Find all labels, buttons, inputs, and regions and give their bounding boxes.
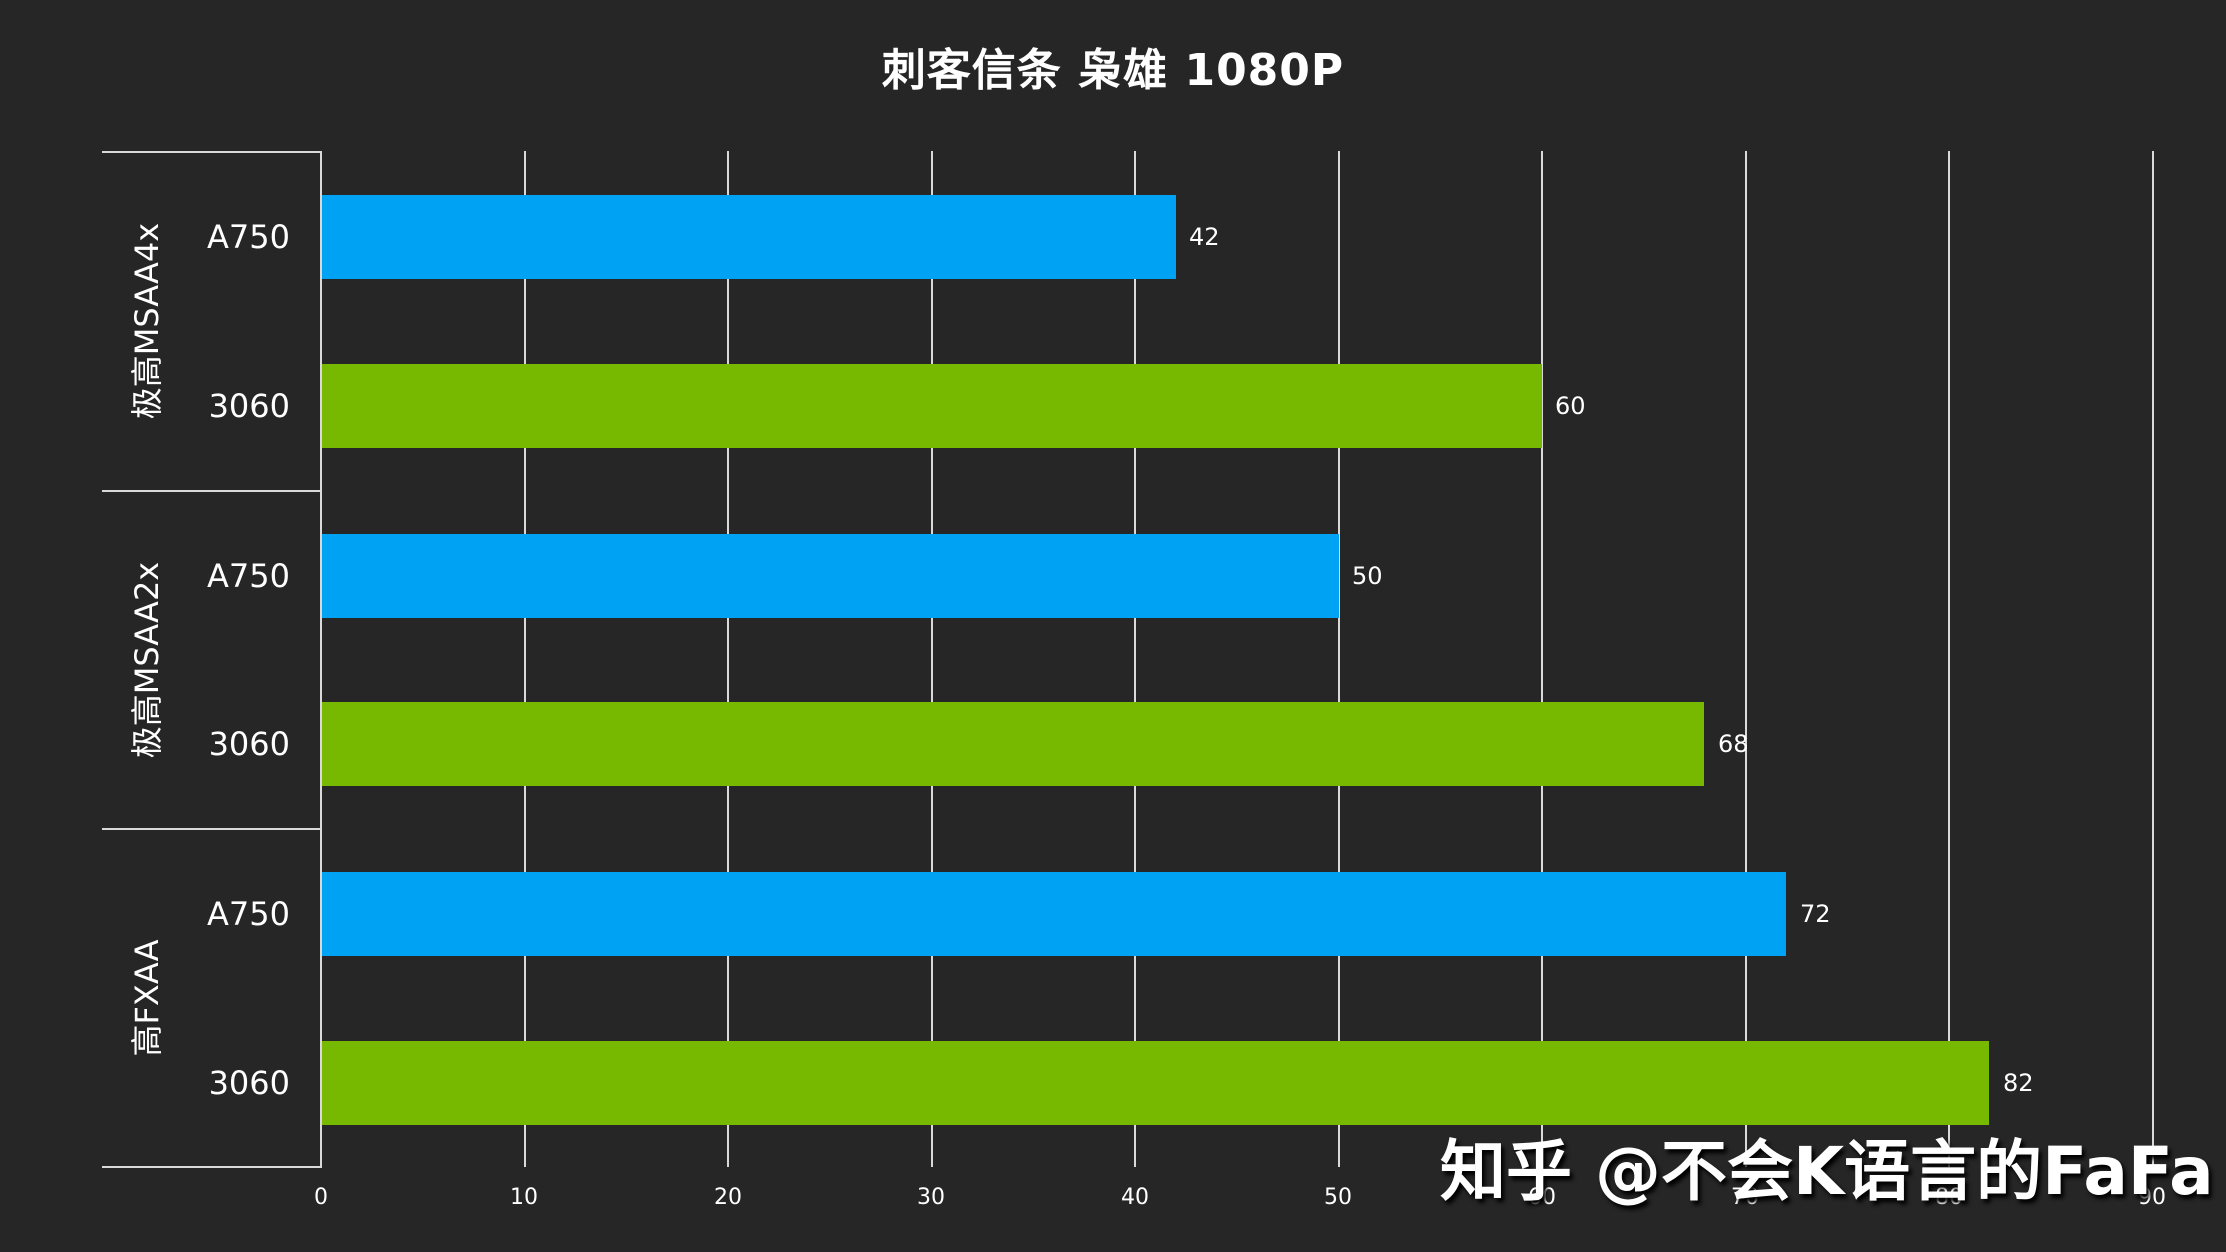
x-tick: 50: [1324, 1185, 1352, 1210]
watermark: 知乎 @不会K语言的FaFa: [1440, 1133, 2214, 1210]
category-label-3060: 3060: [208, 1064, 290, 1102]
gridline-70: [1745, 151, 1747, 1167]
bar-3060-msaa2x: [322, 702, 1704, 786]
x-tick: 60: [1528, 1185, 1556, 1210]
x-tick: 40: [1121, 1185, 1149, 1210]
gridline-20: [727, 151, 729, 1167]
x-tick: 80: [1935, 1185, 1963, 1210]
x-tick: 90: [2138, 1185, 2166, 1210]
y-axis-line: [320, 151, 322, 1168]
gridline-60: [1541, 151, 1543, 1167]
category-label-3060: 3060: [208, 387, 290, 425]
value-label: 72: [1800, 900, 1831, 928]
x-tick: 30: [917, 1185, 945, 1210]
group-separator-top: [102, 151, 322, 153]
gridline-40: [1134, 151, 1136, 1167]
gridline-30: [931, 151, 933, 1167]
x-tick: 70: [1731, 1185, 1759, 1210]
bar-a750-msaa2x: [322, 534, 1339, 618]
group-separator-bottom: [102, 1166, 322, 1168]
x-tick: 10: [510, 1185, 538, 1210]
bar-a750-msaa4x: [322, 195, 1176, 279]
chart-title: 刺客信条 枭雄 1080P: [881, 45, 1345, 96]
category-label-a750: A750: [207, 895, 290, 933]
value-label: 50: [1352, 562, 1383, 590]
value-label: 68: [1718, 730, 1749, 758]
group-separator-2: [102, 828, 322, 830]
gridline-90: [2152, 151, 2154, 1167]
value-label: 42: [1189, 223, 1220, 251]
bar-3060-msaa4x: [322, 364, 1542, 448]
gridline-80: [1948, 151, 1950, 1167]
value-label: 60: [1555, 392, 1586, 420]
bar-3060-fxaa: [322, 1041, 1989, 1125]
category-label-a750: A750: [207, 218, 290, 256]
category-label-3060: 3060: [208, 725, 290, 763]
gridline-10: [524, 151, 526, 1167]
bar-a750-fxaa: [322, 872, 1786, 956]
group-label-fxaa: 高FXAA: [128, 939, 166, 1057]
x-tick: 0: [314, 1185, 328, 1210]
x-tick: 20: [714, 1185, 742, 1210]
gridline-50: [1338, 151, 1340, 1167]
value-label: 82: [2003, 1069, 2034, 1097]
category-label-a750: A750: [207, 557, 290, 595]
group-separator-1: [102, 490, 322, 492]
